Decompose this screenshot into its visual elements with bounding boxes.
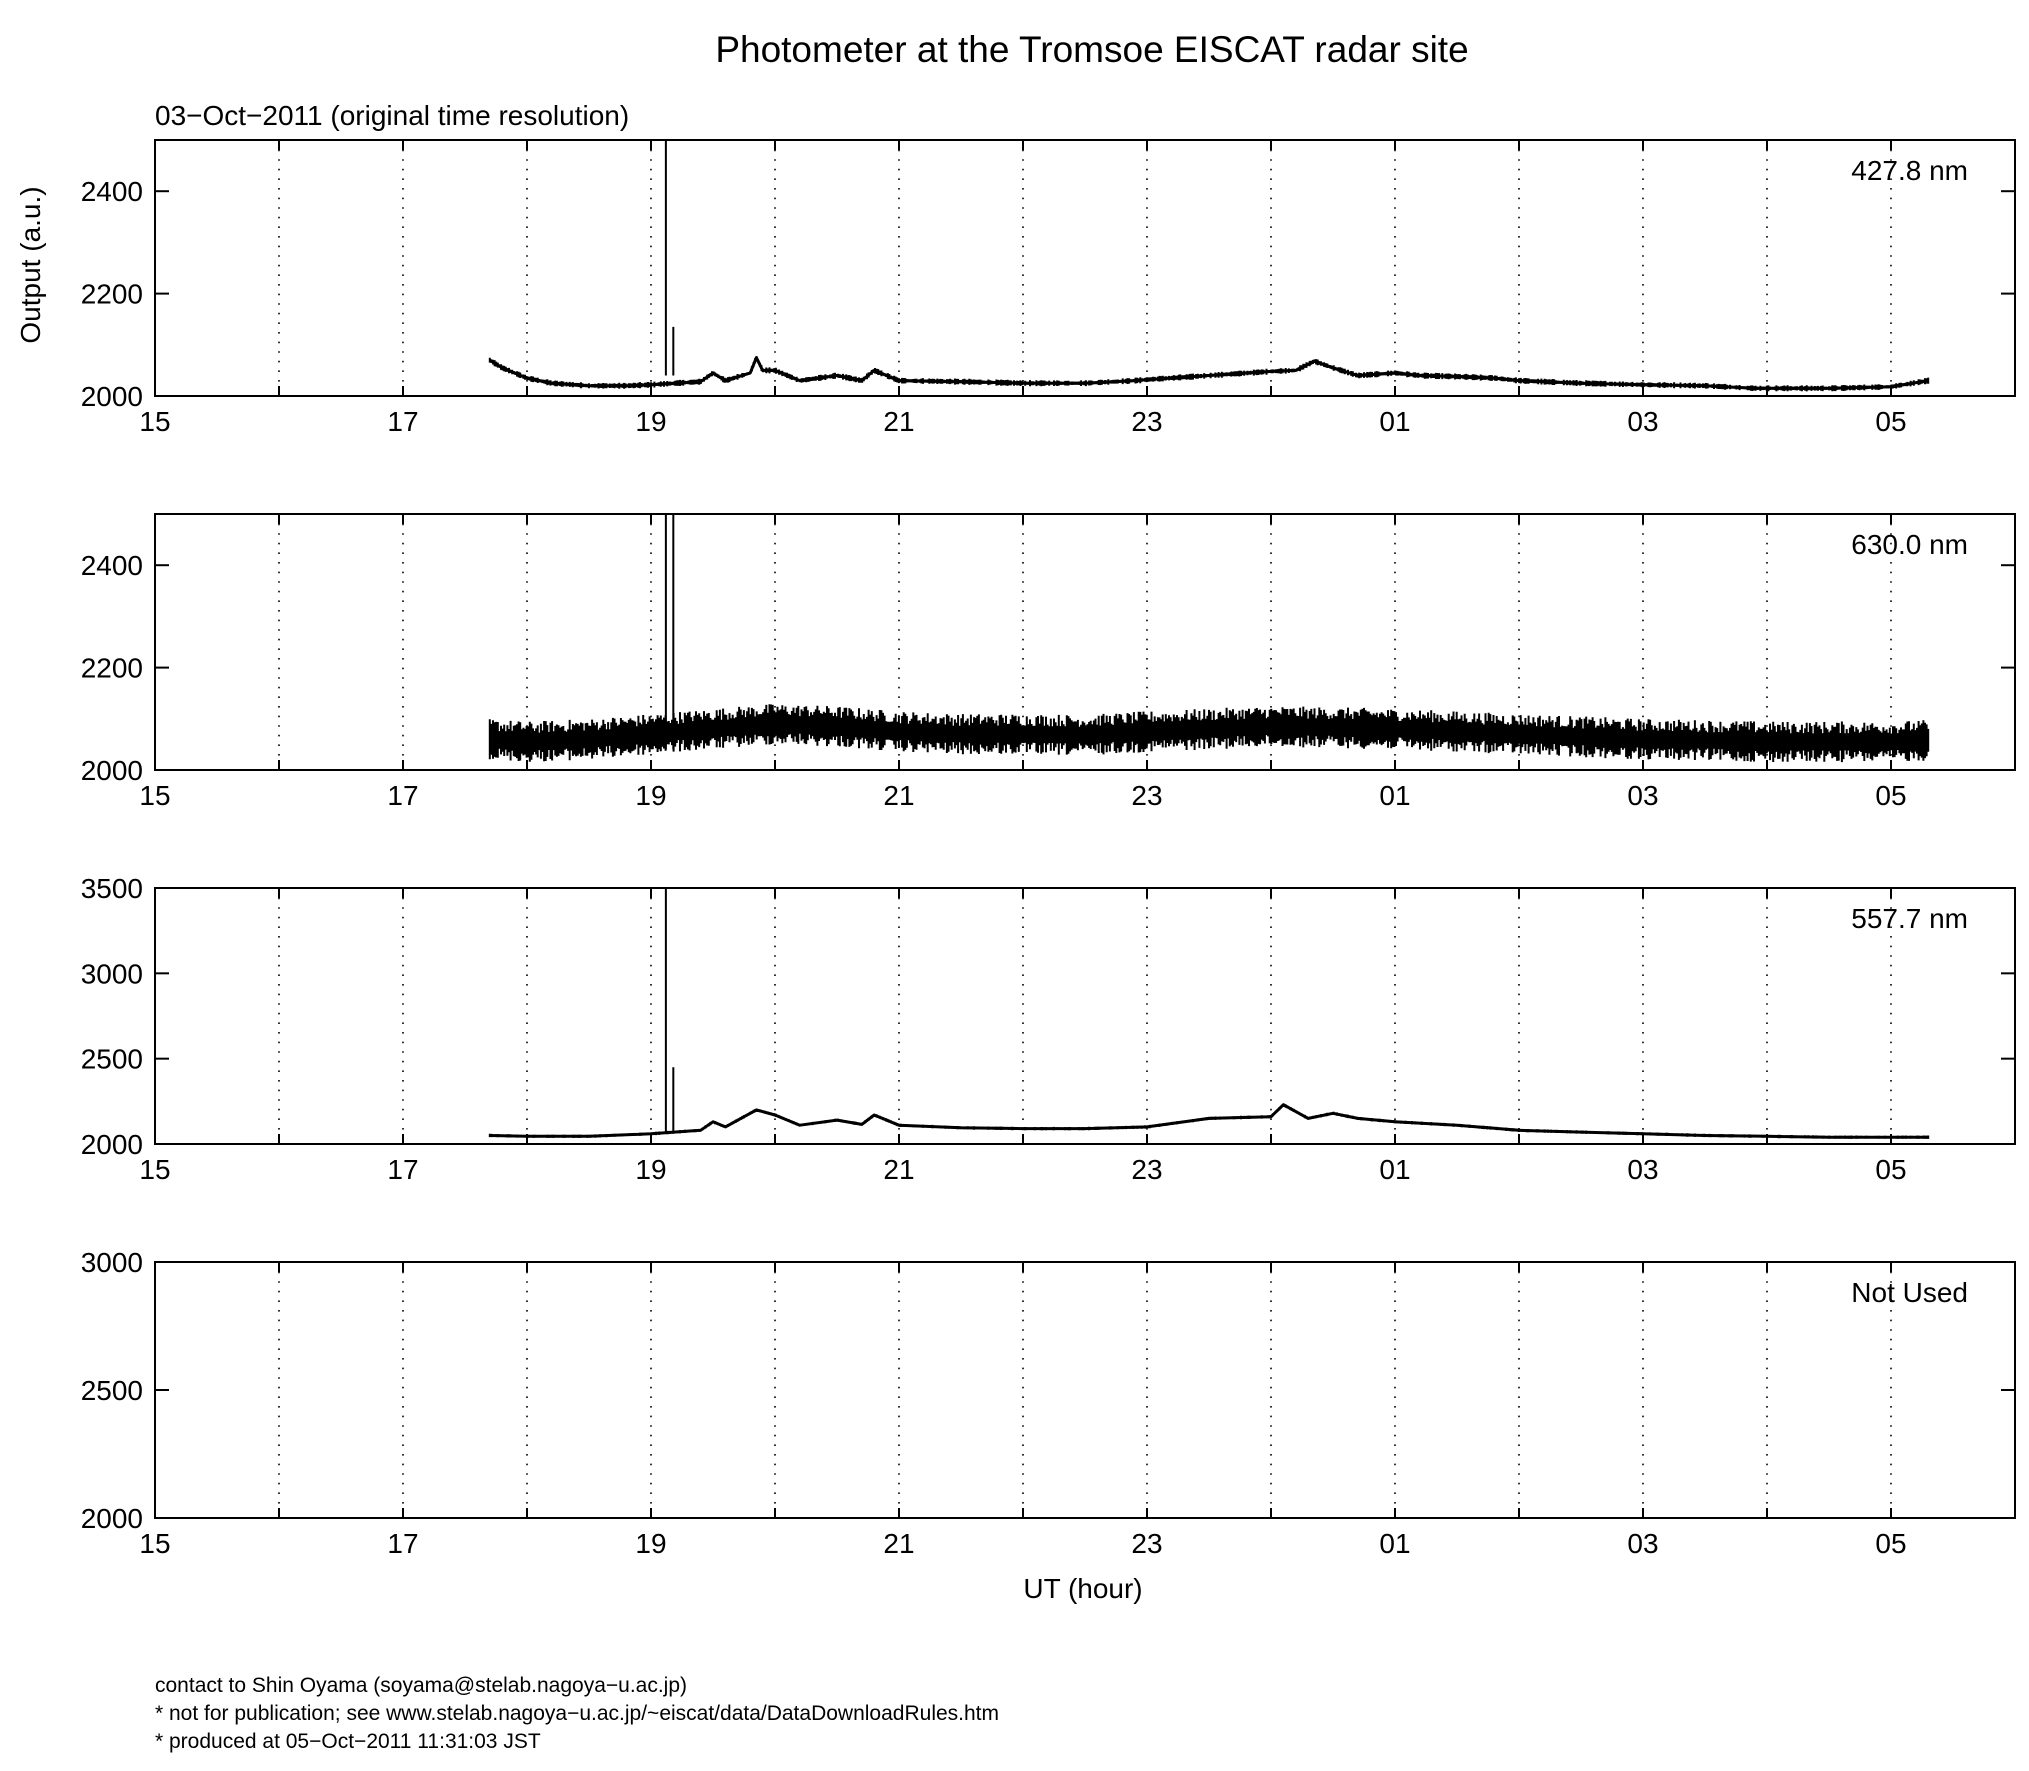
panel-1: 15 17 19 21 23 01 03 05 2000 2200 2400 427.8 nm — [81, 139, 2016, 437]
x-tick-label: 03 — [1627, 406, 1658, 437]
y-tick-label: 2500 — [81, 1375, 143, 1406]
y-tick-label: 3000 — [81, 1247, 143, 1278]
x-tick-label: 19 — [635, 1154, 666, 1185]
x-tick-label: 23 — [1131, 406, 1162, 437]
x-tick-label: 03 — [1627, 1528, 1658, 1559]
x-tick-label: 23 — [1131, 780, 1162, 811]
plot-frame — [154, 887, 2016, 1145]
x-tick-label: 21 — [883, 406, 914, 437]
x-tick-label: 17 — [387, 406, 418, 437]
y-tick-label: 2500 — [81, 1044, 143, 1075]
footer-publication-note: * not for publication; see www.stelab.na… — [155, 1702, 999, 1725]
x-tick-label: 15 — [139, 780, 170, 811]
channel-label: 557.7 nm — [1851, 903, 1968, 934]
x-tick-label: 15 — [139, 406, 170, 437]
series-line — [489, 1103, 1929, 1139]
x-tick-label: 21 — [883, 1154, 914, 1185]
y-tick-label: 2400 — [81, 176, 143, 207]
y-tick-label: 2000 — [81, 1503, 143, 1534]
y-tick-label: 2000 — [81, 1129, 143, 1160]
plot-frame — [154, 139, 2016, 397]
x-tick-label: 05 — [1875, 1528, 1906, 1559]
y-tick-label: 2200 — [81, 653, 143, 684]
x-tick-label: 01 — [1379, 1528, 1410, 1559]
channel-label: 630.0 nm — [1851, 529, 1968, 560]
series-line — [489, 356, 1929, 390]
x-tick-label: 01 — [1379, 406, 1410, 437]
channel-label: Not Used — [1851, 1277, 1968, 1308]
footer-produced-at: * produced at 05−Oct−2011 11:31:03 JST — [155, 1730, 541, 1753]
x-axis-label: UT (hour) — [1023, 1573, 1142, 1604]
x-tick-label: 01 — [1379, 780, 1410, 811]
figure-title: Photometer at the Tromsoe EISCAT radar s… — [715, 29, 1468, 70]
x-tick-label: 19 — [635, 780, 666, 811]
x-tick-label: 23 — [1131, 1528, 1162, 1559]
x-tick-label: 17 — [387, 1154, 418, 1185]
panel-3: 15 17 19 21 23 01 03 05 2000 2500 3000 3500 557.7 nm — [81, 873, 2016, 1185]
plot-frame — [154, 1261, 2016, 1519]
x-tick-label: 01 — [1379, 1154, 1410, 1185]
y-tick-label: 3500 — [81, 873, 143, 904]
x-tick-label: 23 — [1131, 1154, 1162, 1185]
panel-4: 15 17 19 21 23 01 03 05 2000 2500 3000 Not Used — [81, 1247, 2016, 1559]
footer: contact to Shin Oyama (soyama@stelab.nag… — [155, 1672, 999, 1756]
y-tick-label: 2400 — [81, 550, 143, 581]
footer-contact: contact to Shin Oyama (soyama@stelab.nag… — [155, 1674, 688, 1697]
x-tick-label: 03 — [1627, 780, 1658, 811]
x-tick-label: 21 — [883, 780, 914, 811]
x-tick-label: 05 — [1875, 780, 1906, 811]
x-tick-label: 17 — [387, 780, 418, 811]
y-tick-label: 2000 — [81, 381, 143, 412]
y-tick-label: 3000 — [81, 958, 143, 989]
panel-2: 15 17 19 21 23 01 03 05 2000 2200 2400 630.0 nm — [81, 513, 2016, 811]
x-tick-label: 17 — [387, 1528, 418, 1559]
series-noise — [488, 704, 1930, 763]
x-tick-label: 21 — [883, 1528, 914, 1559]
x-tick-label: 05 — [1875, 406, 1906, 437]
series-noise — [488, 356, 1930, 392]
x-tick-label: 15 — [139, 1154, 170, 1185]
y-tick-label: 2200 — [81, 279, 143, 310]
plot-frame — [154, 513, 2016, 771]
x-tick-label: 05 — [1875, 1154, 1906, 1185]
channel-label: 427.8 nm — [1851, 155, 1968, 186]
y-axis-label: Output (a.u.) — [15, 186, 46, 343]
panels: 15 17 19 21 23 01 03 05 2000 2200 2400 427.8 nm 15 17… — [81, 139, 2016, 1559]
series-noise — [488, 1103, 1930, 1139]
x-tick-label: 19 — [635, 1528, 666, 1559]
x-tick-label: 03 — [1627, 1154, 1658, 1185]
x-tick-label: 15 — [139, 1528, 170, 1559]
x-tick-label: 19 — [635, 406, 666, 437]
y-tick-label: 2000 — [81, 755, 143, 786]
figure-subtitle: 03−Oct−2011 (original time resolution) — [155, 100, 629, 131]
